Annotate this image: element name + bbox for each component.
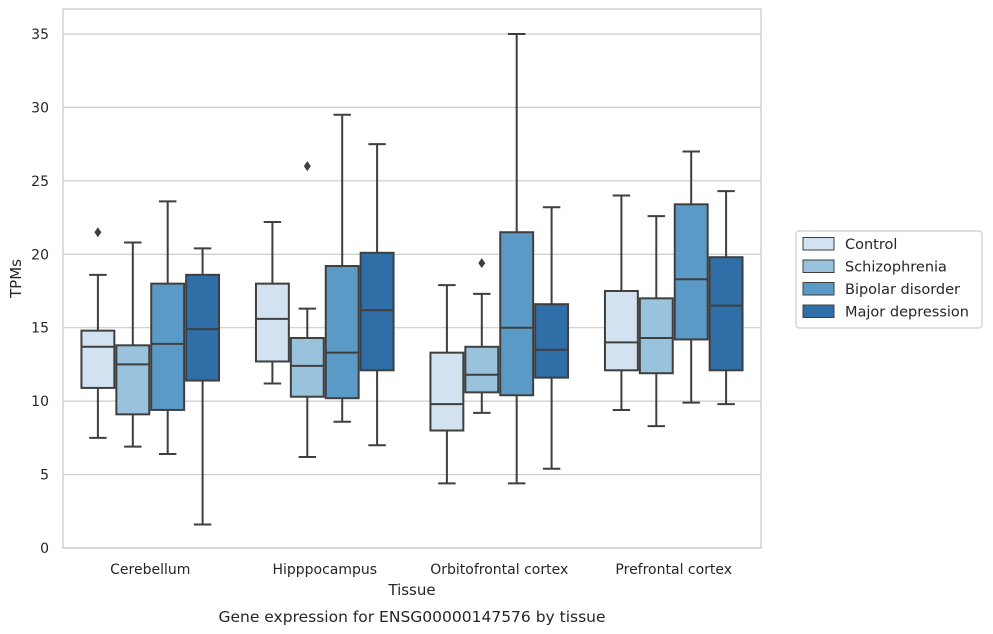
outlier-point xyxy=(303,161,311,172)
x-tick-label: Orbitofrontal cortex xyxy=(430,562,568,578)
y-tick-label: 10 xyxy=(31,394,49,410)
outlier-point xyxy=(478,258,486,269)
x-tick-label: Hipppocampus xyxy=(272,562,377,578)
legend-label: Schizophrenia xyxy=(845,260,947,276)
box-schizophrenia-0 xyxy=(115,241,151,448)
box-bipolar-disorder-2 xyxy=(499,32,535,485)
legend-swatch xyxy=(802,304,835,318)
box-iqr xyxy=(289,336,325,398)
legend-label: Major depression xyxy=(845,305,969,321)
x-tick-label: Cerebellum xyxy=(110,562,190,578)
box-iqr xyxy=(359,251,395,372)
box-iqr xyxy=(115,344,151,416)
box-bipolar-disorder-0 xyxy=(150,200,186,456)
box-iqr xyxy=(185,273,221,382)
box-schizophrenia-3 xyxy=(638,215,674,428)
legend-swatch xyxy=(802,259,835,273)
legend: Control Schizophrenia Bipolar disorder Majo… xyxy=(795,230,983,329)
box-iqr xyxy=(638,297,674,375)
box-major-depression-0 xyxy=(185,247,221,526)
box-iqr xyxy=(603,289,639,372)
box-control-0 xyxy=(80,227,116,439)
box-major-depression-1 xyxy=(359,143,395,447)
y-axis-ticks: 0 5 10 15 20 25 30 35 xyxy=(31,27,49,557)
box-major-depression-2 xyxy=(534,206,570,470)
y-tick-label: 30 xyxy=(31,100,49,116)
box-iqr xyxy=(429,351,465,432)
y-tick-label: 20 xyxy=(31,247,49,263)
box-iqr xyxy=(499,231,535,397)
x-axis-label: Tissue xyxy=(387,581,435,599)
chart-caption: Gene expression for ENSG00000147576 by t… xyxy=(218,608,605,626)
y-tick-label: 35 xyxy=(31,27,49,43)
legend-swatch xyxy=(802,237,835,251)
legend-swatch xyxy=(802,282,835,296)
box-iqr xyxy=(464,345,500,394)
legend-label: Control xyxy=(845,237,897,253)
box-control-2 xyxy=(429,284,465,485)
box-iqr xyxy=(534,303,570,379)
legend-label: Bipolar disorder xyxy=(845,282,960,298)
y-axis-label: TPMs xyxy=(7,259,25,299)
box-iqr xyxy=(150,282,186,411)
plot-area xyxy=(80,32,744,526)
box-control-3 xyxy=(603,194,639,411)
y-tick-label: 15 xyxy=(31,321,49,337)
outlier-point xyxy=(94,227,102,238)
box-bipolar-disorder-3 xyxy=(673,150,709,404)
box-iqr xyxy=(254,282,290,363)
box-control-1 xyxy=(254,220,290,385)
legend-frame xyxy=(795,230,983,329)
box-iqr xyxy=(324,265,360,400)
y-tick-label: 5 xyxy=(40,468,49,484)
box-bipolar-disorder-1 xyxy=(324,113,360,423)
box-schizophrenia-2 xyxy=(464,258,500,414)
x-axis-ticks: Cerebellum Hipppocampus Orbitofrontal cort… xyxy=(110,562,732,578)
box-iqr xyxy=(708,256,744,372)
y-tick-label: 0 xyxy=(40,541,49,557)
box-schizophrenia-1 xyxy=(289,161,325,458)
box-major-depression-3 xyxy=(708,190,744,406)
y-tick-label: 25 xyxy=(31,174,49,190)
x-tick-label: Prefrontal cortex xyxy=(615,562,732,578)
box-iqr xyxy=(673,203,709,341)
plot-frame xyxy=(62,8,762,549)
box-iqr xyxy=(80,329,116,389)
